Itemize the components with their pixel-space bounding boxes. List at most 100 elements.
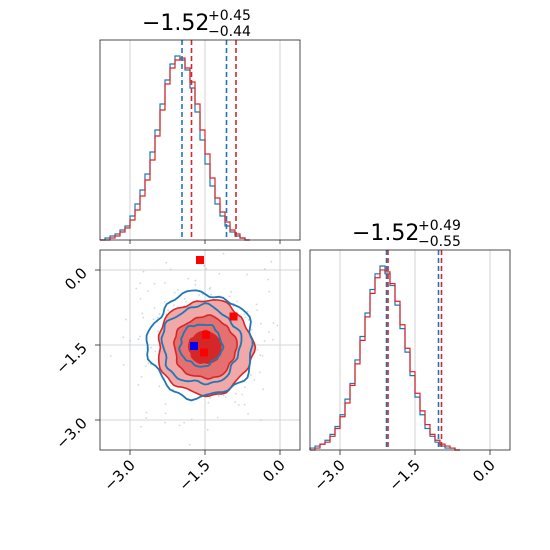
scatter-point-73 [247, 319, 250, 321]
scatter-point-40 [164, 281, 167, 284]
scatter-point-180 [158, 385, 161, 388]
scatter-point-115 [236, 300, 238, 303]
frame-top [99, 39, 301, 241]
scatter-point-93 [164, 412, 167, 415]
scatter-point-70 [164, 403, 167, 406]
scatter-point-190 [208, 287, 211, 290]
scatter-point-38 [178, 424, 181, 427]
scatter-point-176 [228, 295, 231, 298]
scatter-point-35 [198, 294, 201, 296]
scatter-point-223 [183, 298, 186, 300]
scatter-point-117 [142, 316, 145, 319]
scatter-point-195 [234, 401, 237, 403]
scatter-point-211 [141, 312, 144, 315]
xtick-label-right-0: −3.0 [310, 456, 348, 494]
scatter-point-203 [255, 303, 258, 306]
scatter-point-238 [152, 318, 155, 321]
scatter-point-118 [140, 425, 143, 428]
scatter-point-87 [176, 288, 179, 291]
scatter-point-137 [145, 411, 148, 414]
scatter-point-188 [187, 277, 190, 280]
scatter-point-23 [165, 261, 168, 264]
title-right-minus: −0.55 [418, 234, 461, 250]
scatter-point-206 [137, 338, 140, 341]
scatter-point-134 [237, 404, 240, 406]
xtick-label-2d-2: 0.0 [259, 456, 289, 486]
scatter-point-182 [140, 376, 143, 378]
scatter-point-48 [139, 297, 142, 300]
histogram-right [309, 265, 460, 451]
scatter-point-98 [122, 336, 125, 339]
scatter-point-225 [206, 428, 209, 431]
scatter-point-177 [205, 267, 208, 270]
scatter-point-161 [244, 316, 247, 319]
scatter-point-76 [146, 290, 149, 292]
scatter-point-217 [203, 264, 206, 267]
scatter-point-216 [222, 252, 225, 255]
scatter-point-193 [153, 307, 156, 309]
title-top-median: −1.52 [142, 11, 209, 36]
scatter-point-140 [139, 282, 142, 285]
scatter-point-112 [261, 355, 264, 357]
marker-3 [200, 348, 208, 357]
scatter-point-252 [267, 278, 270, 281]
scatter-point-102 [188, 443, 191, 446]
scatter-point-240 [246, 310, 249, 313]
xtick-marks-top [129, 240, 281, 244]
scatter-point-51 [190, 418, 193, 421]
scatter-point-231 [194, 279, 197, 282]
scatter-point-5 [268, 331, 270, 333]
blue-contours [145, 289, 254, 402]
scatter-point-21 [150, 346, 152, 349]
scatter-point-114 [276, 324, 279, 327]
title-right-median: −1.52 [352, 221, 419, 246]
scatter-point-210 [216, 416, 219, 419]
histogram-series-right-0 [309, 265, 460, 451]
xtick-label-2d-1: −1.5 [175, 456, 213, 494]
scatter-point-7 [154, 350, 157, 353]
scatter-point-152 [235, 392, 238, 395]
scatter-point-84 [272, 322, 275, 324]
scatter-point-247 [263, 340, 266, 342]
title-top: −1.52 +0.45 −0.44 [142, 5, 256, 40]
hist-panel-top: −1.52 +0.45 −0.44 [99, 5, 301, 244]
scatter-point-136 [247, 412, 249, 415]
scatter-point-55 [185, 300, 188, 303]
marker-1 [229, 312, 238, 321]
scatter-point-164 [256, 309, 258, 312]
scatter-point-224 [250, 328, 253, 331]
scatter-point-246 [243, 386, 246, 389]
scatter-point-150 [156, 316, 159, 319]
scatter-point-57 [256, 348, 259, 351]
scatter-point-185 [260, 322, 263, 325]
scatter-point-39 [167, 309, 169, 312]
scatter-point-201 [207, 401, 210, 404]
blue-contour-0 [178, 323, 225, 368]
scatter-point-28 [270, 260, 273, 263]
scatter-point-14 [122, 363, 125, 366]
title-right: −1.52 +0.49 −0.55 [352, 215, 466, 250]
scatter-point-166 [144, 365, 147, 367]
title-top-plus: +0.45 [208, 8, 251, 24]
xtick-label-right-1: −1.5 [385, 456, 423, 494]
scatter-point-22 [260, 419, 263, 422]
scatter-point-186 [194, 283, 197, 286]
ytick-label-2d-2: −3.0 [52, 414, 90, 452]
title-right-plus: +0.49 [418, 218, 461, 234]
grid-right [339, 250, 491, 450]
scatter-point-59 [210, 293, 212, 296]
scatter-point-100 [125, 318, 127, 321]
scatter-point-132 [158, 313, 161, 315]
scatter-point-8 [271, 338, 274, 341]
scatter-point-199 [246, 273, 248, 276]
scatter-point-92 [253, 379, 256, 381]
histogram-series-top-1 [100, 57, 250, 241]
blue-contour-2 [145, 289, 254, 402]
scatter-point-6 [129, 339, 131, 342]
scatter-point-243 [145, 417, 148, 419]
scatter-point-91 [241, 393, 244, 396]
markers [190, 256, 238, 357]
scatter-point-119 [109, 354, 112, 357]
scatter-point-31 [147, 362, 150, 365]
